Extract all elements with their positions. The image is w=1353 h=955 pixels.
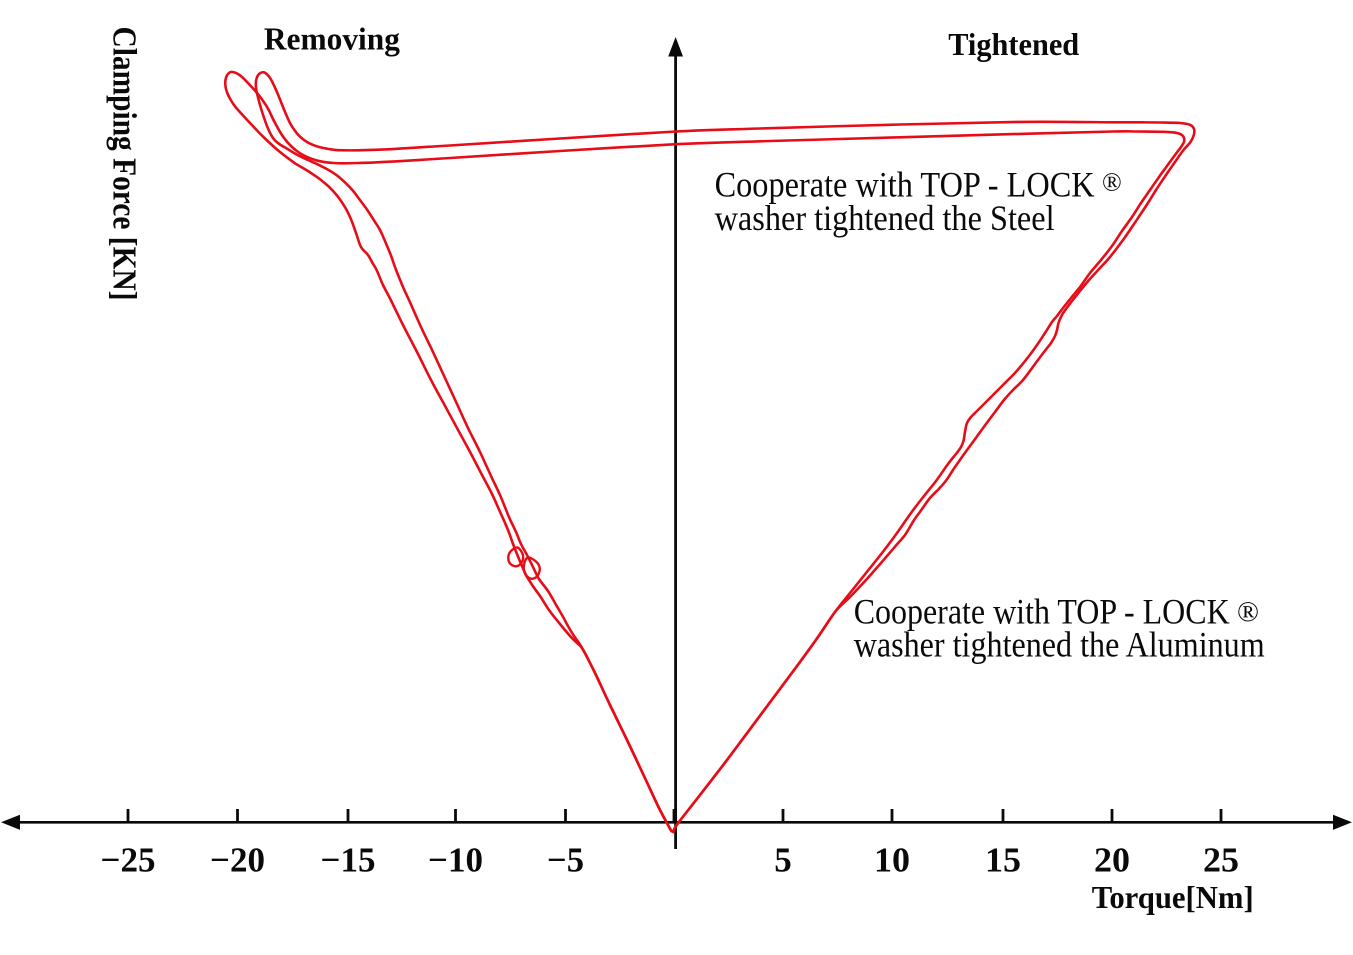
svg-text:Tightened: Tightened bbox=[948, 26, 1079, 62]
svg-text:−20: −20 bbox=[210, 841, 265, 880]
svg-text:®: ® bbox=[1102, 168, 1122, 197]
svg-text:Cooperate with TOP - LOCK: Cooperate with TOP - LOCK bbox=[854, 592, 1230, 632]
svg-text:20: 20 bbox=[1094, 841, 1130, 880]
svg-text:Torque[Nm]: Torque[Nm] bbox=[1092, 879, 1254, 915]
svg-text:5: 5 bbox=[774, 841, 792, 880]
svg-text:washer tightened the Steel: washer tightened the Steel bbox=[715, 198, 1055, 238]
svg-text:−25: −25 bbox=[101, 841, 156, 880]
svg-text:Removing: Removing bbox=[264, 20, 400, 56]
svg-text:15: 15 bbox=[985, 841, 1021, 880]
svg-text:®: ® bbox=[1237, 596, 1259, 628]
svg-text:25: 25 bbox=[1203, 841, 1239, 880]
svg-text:Clamping Force [KN]: Clamping Force [KN] bbox=[106, 27, 143, 301]
svg-text:−10: −10 bbox=[428, 841, 483, 880]
svg-text:10: 10 bbox=[874, 841, 910, 880]
svg-text:−15: −15 bbox=[321, 841, 376, 880]
svg-text:−5: −5 bbox=[547, 841, 584, 880]
svg-text:washer tightened the Aluminum: washer tightened the Aluminum bbox=[854, 625, 1265, 665]
svg-text:Cooperate with TOP - LOCK: Cooperate with TOP - LOCK bbox=[715, 164, 1095, 204]
